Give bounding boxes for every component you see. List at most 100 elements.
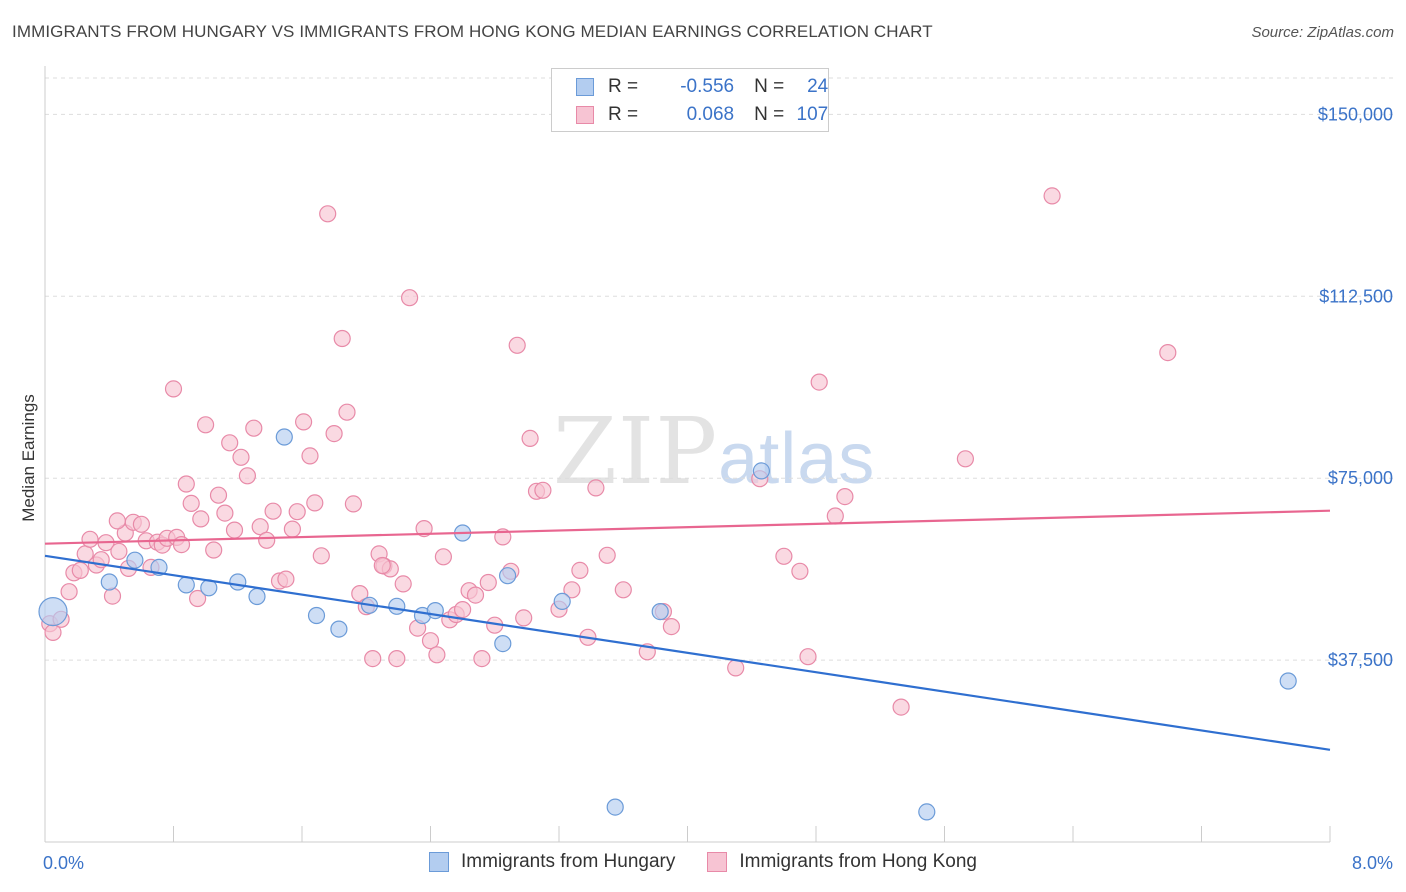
point-hongkong xyxy=(1159,344,1177,362)
trend-lines xyxy=(44,509,1331,751)
chart-title: IMMIGRANTS FROM HUNGARY VS IMMIGRANTS FR… xyxy=(12,22,933,41)
point-hongkong xyxy=(587,479,605,497)
point-hungary xyxy=(275,428,293,446)
point-hongkong xyxy=(388,649,406,668)
point-hongkong xyxy=(205,541,223,559)
point-hongkong xyxy=(466,586,485,604)
point-hongkong xyxy=(245,419,263,437)
y-tick-label: $37,500 xyxy=(1328,650,1393,670)
point-hongkong xyxy=(306,494,324,512)
y-tick-label: $75,000 xyxy=(1328,468,1393,488)
point-hongkong xyxy=(571,561,589,580)
point-hungary xyxy=(100,573,118,591)
y-tick-label: $150,000 xyxy=(1318,104,1393,124)
point-hongkong xyxy=(132,515,150,533)
point-hongkong xyxy=(515,609,533,627)
point-hongkong xyxy=(221,434,239,452)
point-hongkong xyxy=(264,502,282,520)
point-hungary xyxy=(494,634,512,653)
legend-n-label: N = xyxy=(754,104,785,125)
point-hongkong xyxy=(826,507,844,525)
point-hongkong xyxy=(283,520,301,538)
point-hongkong xyxy=(192,510,210,528)
point-hungary xyxy=(651,602,669,621)
point-hongkong xyxy=(189,589,207,608)
grid-lines xyxy=(45,77,1395,661)
point-hongkong xyxy=(319,205,337,223)
point-hungary xyxy=(918,803,936,821)
point-hongkong xyxy=(892,698,910,716)
point-hungary xyxy=(1279,672,1297,690)
point-hongkong xyxy=(301,447,319,465)
point-hongkong xyxy=(333,329,351,348)
point-hongkong xyxy=(325,425,343,443)
point-hongkong xyxy=(288,503,306,521)
point-hongkong xyxy=(394,575,412,593)
point-hongkong xyxy=(598,546,616,564)
point-hongkong xyxy=(473,649,491,668)
axis-labels: $37,500 $75,000 $112,500 $150,000 0.0% 8.0% Me… xyxy=(19,104,1393,873)
x-tick-label-max: 8.0% xyxy=(1352,853,1393,873)
point-hongkong xyxy=(225,521,244,539)
point-hongkong xyxy=(238,467,256,485)
point-hongkong xyxy=(479,573,497,592)
point-hongkong xyxy=(1043,187,1061,205)
point-hungary xyxy=(606,798,624,816)
series-legend: Immigrants from Hungary Immigrants from … xyxy=(0,851,1406,873)
point-hongkong xyxy=(110,542,128,561)
point-hongkong xyxy=(209,486,228,504)
series-label-hungary: Immigrants from Hungary xyxy=(461,851,676,872)
point-hongkong xyxy=(775,547,793,565)
point-hongkong xyxy=(662,617,681,636)
point-hongkong xyxy=(277,570,295,588)
point-hongkong xyxy=(415,519,433,538)
point-hongkong xyxy=(232,448,250,466)
point-hongkong xyxy=(401,289,419,307)
point-hongkong xyxy=(727,659,745,677)
point-hungary xyxy=(499,567,517,585)
trend-line-hungary xyxy=(44,554,1331,751)
point-hungary xyxy=(330,620,348,638)
point-hongkong xyxy=(956,450,975,468)
point-hongkong xyxy=(197,416,215,434)
point-hongkong xyxy=(295,413,313,431)
point-hongkong xyxy=(182,494,200,512)
series-legend-hungary: Immigrants from Hungary xyxy=(429,851,675,873)
point-hongkong xyxy=(799,648,817,666)
legend-r-value: 0.068 xyxy=(686,104,735,125)
series-label-hongkong: Immigrants from Hong Kong xyxy=(739,851,977,872)
point-hongkong xyxy=(373,556,391,575)
point-hongkong xyxy=(312,547,330,565)
legend-r-value: -0.556 xyxy=(680,76,735,97)
chart-source: Source: ZipAtlas.com xyxy=(1251,24,1394,41)
legend-row-hungary: R = -0.556 N = 24 xyxy=(552,72,828,102)
point-hongkong xyxy=(338,403,356,421)
point-hongkong xyxy=(614,581,632,599)
point-hungary xyxy=(388,597,406,615)
point-hungary xyxy=(126,551,144,569)
point-hongkong xyxy=(81,530,99,548)
point-hungary xyxy=(248,587,266,606)
trend-line-hongkong xyxy=(44,509,1331,545)
point-hongkong xyxy=(791,562,809,580)
watermark-zip: ZIP xyxy=(553,398,719,505)
watermark: ZIPatlas xyxy=(553,398,875,505)
point-hongkong xyxy=(164,380,183,398)
x-tick-label-min: 0.0% xyxy=(43,853,84,873)
y-axis-title: Median Earnings xyxy=(19,394,38,522)
y-tick-label: $112,500 xyxy=(1319,286,1393,306)
series-legend-hongkong: Immigrants from Hong Kong xyxy=(707,851,977,873)
point-hongkong xyxy=(563,581,581,599)
point-hungary xyxy=(553,592,571,611)
series-swatch-hungary xyxy=(429,852,450,872)
correlation-legend: R = -0.556 N = 24 R = 0.068 N = 107 xyxy=(551,68,829,132)
point-hongkong xyxy=(428,646,446,664)
point-hungary xyxy=(752,462,771,480)
data-points xyxy=(38,187,1297,821)
point-hongkong xyxy=(434,548,452,566)
point-hungary xyxy=(229,573,247,591)
point-hongkong xyxy=(836,488,854,506)
point-hongkong xyxy=(60,583,78,601)
point-hongkong xyxy=(216,504,234,522)
